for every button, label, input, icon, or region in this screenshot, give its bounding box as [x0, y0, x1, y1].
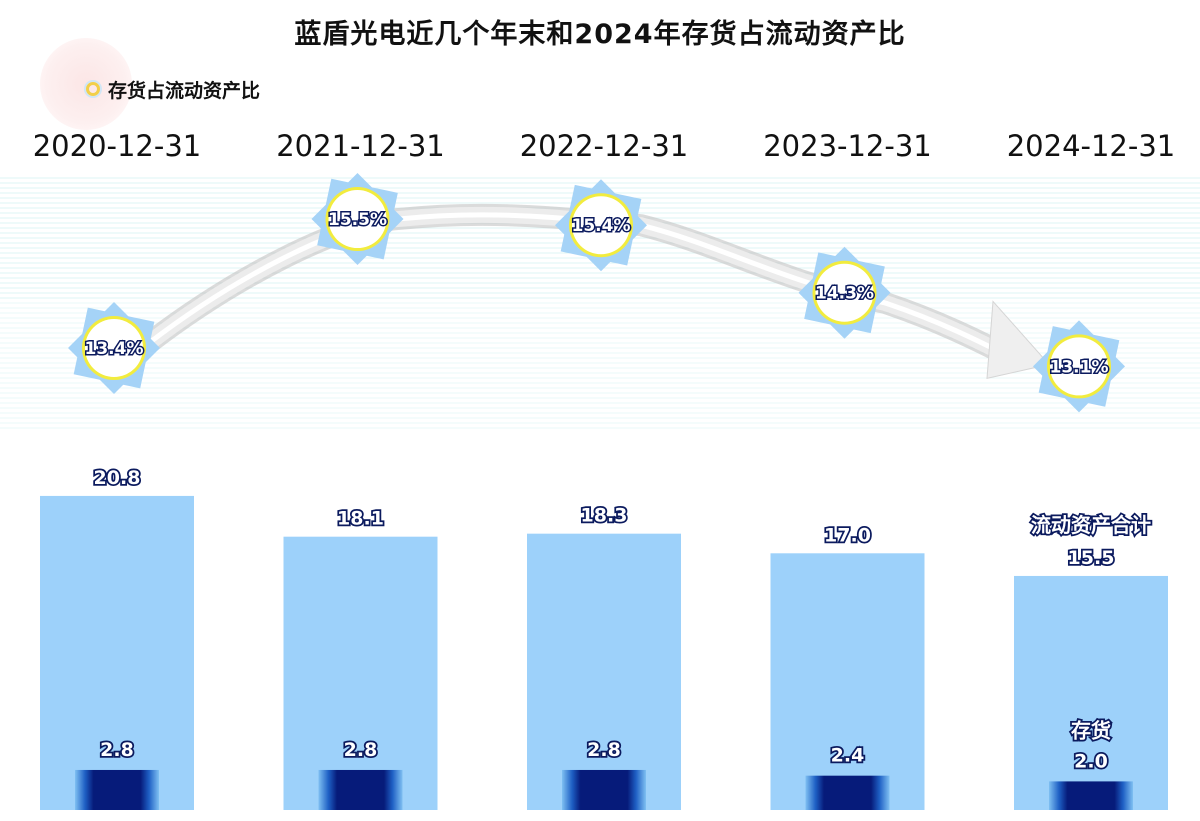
inventory-bar	[562, 769, 646, 810]
inventory-bar	[805, 775, 890, 810]
ratio-value-label: 13.4%	[85, 339, 144, 359]
ratio-value-label: 14.3%	[815, 284, 874, 304]
bars: 20.8 2.8 18.1 2.8 18.3 2.8 17.0 2.4 15.5 2.0 流动资产合…	[40, 465, 1168, 810]
inventory-value-label: 2.4	[831, 745, 865, 767]
ratio-markers: 13.4% 15.5% 15.4% 14.3% 13.1%	[68, 173, 1125, 413]
current-assets-value-label: 20.8	[94, 467, 141, 489]
current-assets-value-label: 17.0	[824, 524, 871, 546]
current-assets-bar	[283, 536, 438, 810]
category-label: 2024-12-31	[1007, 129, 1176, 163]
current-assets-value-label: 18.1	[337, 508, 384, 530]
inventory-value-label: 2.8	[100, 739, 134, 761]
series-tag-inventory: 存货	[1071, 718, 1111, 742]
chart-title: 蓝盾光电近几个年末和2024年存货占流动资产比	[294, 19, 906, 50]
inventory-bar	[1049, 781, 1133, 810]
series-tag-current-assets: 流动资产合计	[1031, 513, 1151, 537]
ratio-marker: 15.5%	[311, 173, 404, 266]
current-assets-value-label: 18.3	[581, 505, 628, 527]
inventory-value-label: 2.8	[344, 739, 378, 761]
category-label: 2020-12-31	[33, 129, 202, 163]
arrow-head	[986, 300, 1050, 380]
watermark-logo	[40, 38, 132, 130]
ratio-marker: 13.4%	[68, 302, 160, 394]
inventory-value-label: 2.8	[587, 739, 621, 761]
ratio-value-label: 13.1%	[1050, 357, 1109, 377]
inventory-bar	[318, 769, 403, 810]
category-labels: 2020-12-31 2021-12-31 2022-12-31 2023-12-31…	[33, 129, 1176, 163]
legend-ring-icon	[86, 82, 100, 96]
legend-label: 存货占流动资产比	[108, 79, 261, 102]
current-assets-value-label: 15.5	[1068, 547, 1115, 569]
category-label: 2023-12-31	[763, 129, 932, 163]
ratio-value-label: 15.4%	[572, 216, 631, 236]
inventory-value-label: 2.0	[1074, 750, 1108, 772]
current-assets-bar	[40, 495, 194, 810]
category-label: 2022-12-31	[520, 129, 689, 163]
inventory-bar	[75, 769, 159, 810]
legend: 存货占流动资产比	[86, 74, 260, 104]
ratio-marker: 14.3%	[798, 246, 891, 339]
ratio-marker: 13.1%	[1033, 320, 1125, 413]
ratio-value-label: 15.5%	[328, 210, 387, 230]
current-assets-bar	[527, 533, 681, 810]
current-assets-bar	[1014, 575, 1168, 810]
current-assets-bar	[770, 553, 925, 810]
ratio-marker: 15.4%	[555, 179, 647, 272]
category-label: 2021-12-31	[276, 129, 445, 163]
